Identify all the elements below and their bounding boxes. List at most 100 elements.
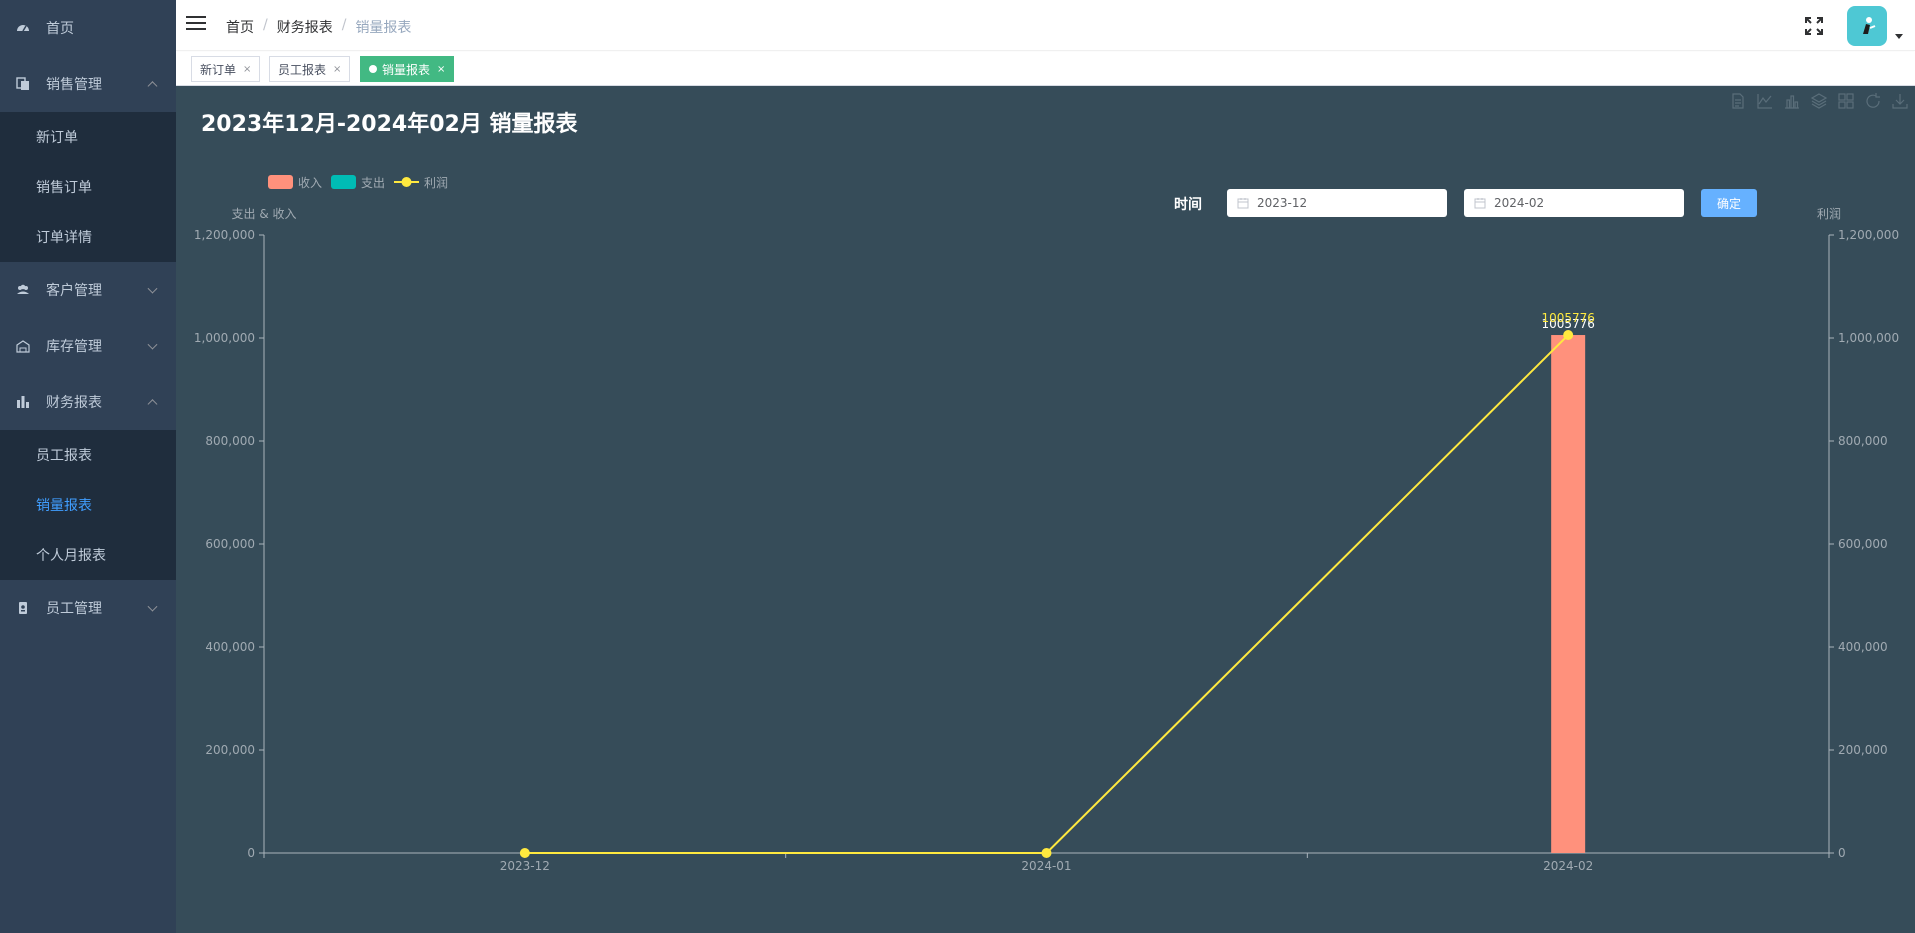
tag-label: 员工报表	[278, 62, 327, 77]
sidebar-item-2[interactable]: 客户管理	[0, 262, 176, 318]
close-icon[interactable]: ×	[243, 63, 252, 75]
data-view-icon[interactable]	[1729, 92, 1747, 110]
avatar[interactable]	[1847, 6, 1887, 46]
y-tick-label-left: 200,000	[205, 743, 255, 757]
time-filter-label: 时间	[1174, 197, 1202, 213]
sidebar-subitem-4-2[interactable]: 个人月报表	[36, 548, 106, 564]
page-title: 2023年12月-2024年02月 销量报表	[201, 112, 578, 137]
line-point-2	[1563, 330, 1574, 341]
line-series-profit	[524, 334, 1569, 854]
legend-label-0: 收入	[298, 176, 322, 190]
y-tick-label-right: 800,000	[1838, 434, 1888, 448]
legend-swatch-1	[331, 175, 356, 189]
y-axis-title-left: 支出 & 收入	[232, 207, 297, 221]
breadcrumb-item-home[interactable]: 首页	[226, 20, 254, 36]
x-tick-label: 2024-02	[1543, 859, 1593, 873]
y-tick-label-right: 0	[1838, 846, 1846, 860]
sidebar-item-1[interactable]: 销售管理	[0, 56, 176, 112]
y-tick-label-right: 1,000,000	[1838, 331, 1899, 345]
y-tick-label-right: 1,200,000	[1838, 228, 1899, 242]
restore-icon[interactable]	[1864, 92, 1882, 110]
submenu: 员工报表销量报表个人月报表	[0, 430, 176, 580]
sidebar-subitem-4-1[interactable]: 销量报表	[36, 498, 92, 514]
legend-swatch-0	[268, 175, 293, 189]
main-content: 0 0 200,000 200,000 400,000 400,000 600,000 600…	[176, 86, 1915, 933]
sidebar-item-label: 首页	[46, 21, 74, 37]
sidebar-item-5[interactable]: 员工管理	[0, 580, 176, 636]
legend-swatch-point	[401, 177, 412, 187]
y-tick-label-right: 600,000	[1838, 537, 1888, 551]
calendar-icon	[1237, 198, 1249, 209]
chevron-up-icon	[147, 81, 158, 92]
tag-label: 销量报表	[382, 62, 431, 77]
sidebar-item-3[interactable]: 库存管理	[0, 318, 176, 374]
y-tick-label-left: 800,000	[205, 434, 255, 448]
confirm-button[interactable]: 确定	[1701, 189, 1757, 217]
sales-chart: 0 0 200,000 200,000 400,000 400,000 600,000 600…	[194, 175, 1899, 873]
chevron-down-icon	[147, 283, 158, 294]
y-tick-label-left: 1,000,000	[194, 331, 255, 345]
sidebar-subitem-1-2[interactable]: 订单详情	[36, 230, 92, 246]
id-badge-icon	[16, 601, 30, 615]
y-tick-label-left: 0	[247, 846, 255, 860]
x-tick-label: 2024-01	[1021, 859, 1071, 873]
hamburger-menu-icon[interactable]	[186, 16, 206, 32]
chevron-down-icon	[147, 339, 158, 350]
chart-toolbox	[1729, 92, 1909, 110]
tag-new-order[interactable]: 新订单 ×	[191, 56, 261, 82]
legend-label-1: 支出	[361, 176, 385, 190]
end-date-picker[interactable]	[1464, 189, 1684, 217]
y-axis-title-right: 利润	[1817, 207, 1841, 221]
fullscreen-icon[interactable]	[1805, 17, 1823, 35]
start-date-picker[interactable]	[1227, 189, 1447, 217]
close-icon[interactable]: ×	[437, 63, 446, 75]
save-image-icon[interactable]	[1891, 92, 1909, 110]
end-date-input[interactable]	[1494, 196, 1654, 210]
breadcrumb-item-current: 销量报表	[355, 20, 412, 36]
y-tick-label-left: 1,200,000	[194, 228, 255, 242]
avatar-image-icon	[1863, 17, 1876, 34]
stack-icon[interactable]	[1810, 92, 1828, 110]
bar-chart-icon	[16, 395, 30, 409]
dashboard-icon	[16, 21, 30, 35]
sidebar-item-label: 库存管理	[46, 339, 102, 355]
sidebar-item-label: 员工管理	[46, 601, 102, 617]
sidebar-subitem-1-1[interactable]: 销售订单	[36, 180, 92, 196]
tag-employee-report[interactable]: 员工报表 ×	[269, 56, 351, 82]
line-switch-icon[interactable]	[1756, 92, 1774, 110]
document-copy-icon	[16, 77, 30, 91]
tags-view: 新订单 × 员工报表 × 销量报表 ×	[176, 52, 1915, 86]
sidebar-item-label: 客户管理	[46, 283, 102, 299]
tag-label: 新订单	[200, 62, 237, 77]
tiled-icon[interactable]	[1837, 92, 1855, 110]
navbar: 首页 / 财务报表 / 销量报表	[176, 0, 1915, 51]
sidebar-item-4[interactable]: 财务报表	[0, 374, 176, 430]
submenu: 新订单销售订单订单详情	[0, 112, 176, 262]
line-point-1	[1041, 848, 1052, 858]
x-tick-label: 2023-12	[500, 859, 550, 873]
avatar-dropdown-caret-icon[interactable]	[1895, 34, 1903, 39]
line-point-0	[519, 848, 530, 858]
sidebar-item-label: 销售管理	[46, 77, 102, 93]
tag-sales-report[interactable]: 销量报表 ×	[360, 56, 455, 82]
sidebar: 首页销售管理新订单销售订单订单详情客户管理库存管理财务报表员工报表销量报表个人月…	[0, 0, 176, 933]
sidebar-item-0[interactable]: 首页	[0, 0, 176, 56]
sidebar-subitem-4-0[interactable]: 员工报表	[36, 448, 92, 464]
warehouse-icon	[16, 339, 30, 353]
bar-0-2	[1551, 335, 1586, 853]
chevron-up-icon	[147, 399, 158, 410]
sidebar-subitem-1-0[interactable]: 新订单	[36, 130, 78, 146]
active-dot-icon	[369, 65, 377, 73]
breadcrumb-separator: /	[341, 17, 347, 33]
bar-switch-icon[interactable]	[1783, 92, 1801, 110]
bar-data-label: 1005776	[1541, 317, 1594, 331]
y-tick-label-right: 200,000	[1838, 743, 1888, 757]
calendar-icon	[1474, 198, 1486, 209]
y-tick-label-left: 400,000	[205, 640, 255, 654]
close-icon[interactable]: ×	[333, 63, 342, 75]
line-data-label: 1005776	[1541, 311, 1594, 325]
breadcrumb-separator: /	[263, 17, 268, 33]
start-date-input[interactable]	[1257, 196, 1417, 210]
breadcrumb-item-finance[interactable]: 财务报表	[276, 20, 333, 36]
users-icon	[16, 283, 30, 297]
